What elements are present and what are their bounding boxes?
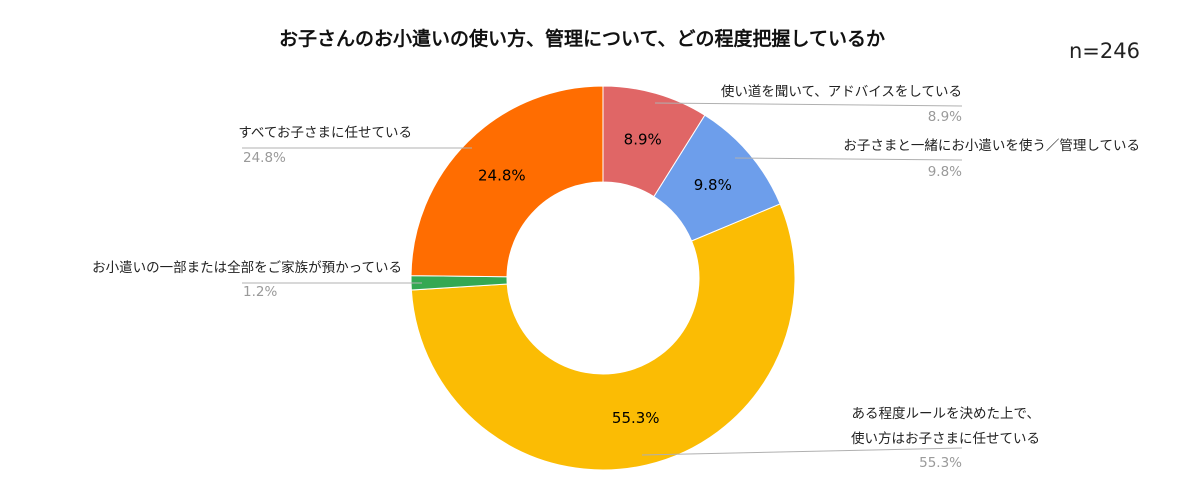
- donut-slice-5: [410, 85, 604, 278]
- slice-percent-label-4: 1.2%: [243, 284, 277, 300]
- slice-percent-label-1: 8.9%: [928, 109, 962, 125]
- donut-slice-3: [410, 203, 796, 471]
- slice-name-label-1: 使い道を聞いて、アドバイスをしている: [721, 83, 962, 100]
- slice-name-label-5: すべてお子さまに任せている: [238, 125, 412, 141]
- sample-size-label: n=246: [1069, 39, 1140, 63]
- slice-percent-label-3: 55.3%: [919, 455, 962, 471]
- slice-name-label-4: お小遣いの一部または全部をご家族が預かっている: [92, 259, 402, 276]
- leader-line-2: [734, 157, 963, 161]
- slice-value-label-1: 8.9%: [624, 131, 662, 149]
- chart-title: お子さんのお小遣いの使い方、管理について、どの程度把握しているか: [279, 27, 885, 50]
- slice-value-label-3: 55.3%: [612, 409, 660, 427]
- slice-name-label-3: 使い方はお子さまに任せている: [851, 430, 1040, 447]
- slice-percent-label-5: 24.8%: [243, 150, 286, 166]
- external-label-group: 使い道を聞いて、アドバイスをしている 8.9% お子さまと一緒にお小遣いを使う／管理…: [92, 83, 1140, 471]
- slice-percent-label-2: 9.8%: [928, 164, 962, 180]
- slice-label-group: 8.9% 9.8% 55.3% 24.8%: [478, 131, 732, 428]
- leader-line-3: [641, 447, 963, 456]
- slice-value-label-5: 24.8%: [478, 167, 526, 185]
- slice-group: [410, 85, 796, 471]
- slice-name-label-2: お子さまと一緒にお小遣いを使う／管理している: [843, 137, 1140, 154]
- slice-value-label-2: 9.8%: [694, 176, 732, 194]
- leader-line-1: [654, 102, 963, 107]
- slice-name-label-3: ある程度ルールを決めた上で、: [852, 406, 1040, 422]
